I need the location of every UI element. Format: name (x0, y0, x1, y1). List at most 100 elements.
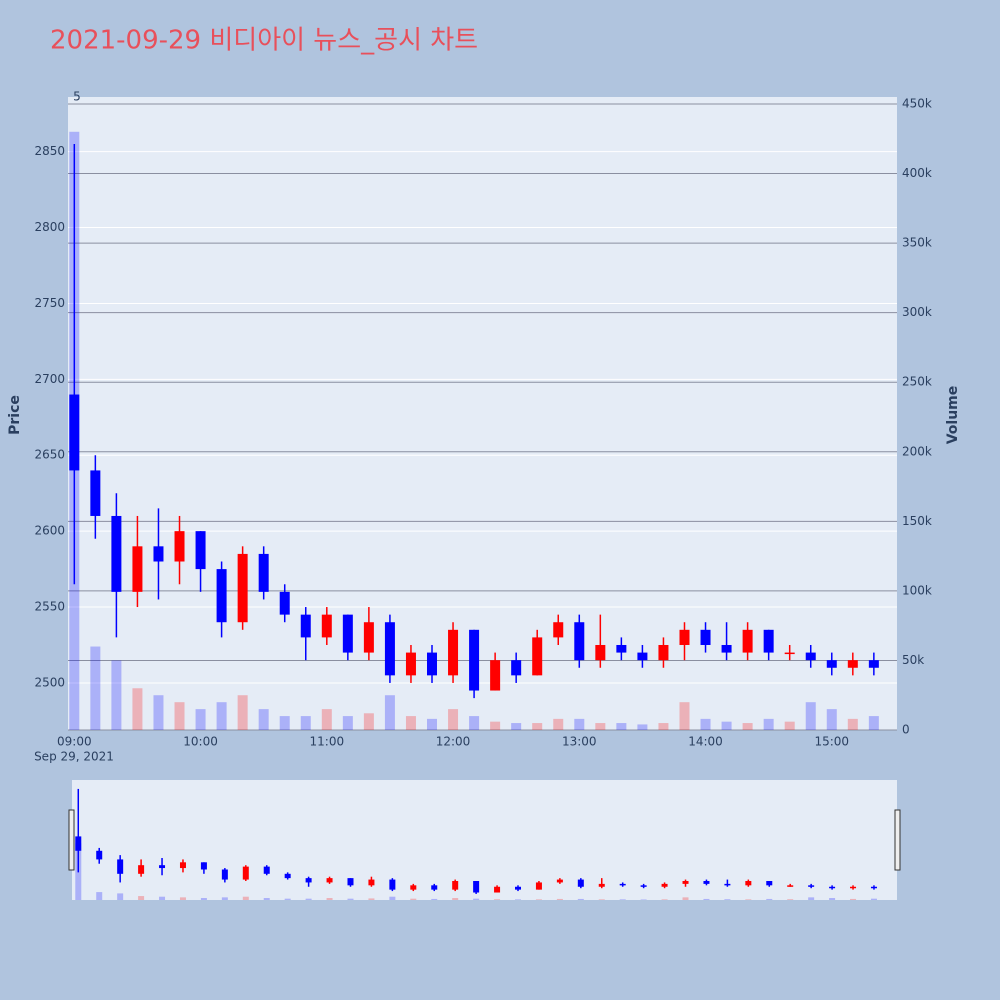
volume-bar (847, 718, 858, 730)
y2-tick-label: 0 (902, 723, 910, 737)
mini-volume-bar (347, 898, 354, 900)
candle-body (111, 515, 122, 592)
mini-candle-body (598, 883, 605, 887)
x-tick-label: 10:00 (183, 735, 218, 749)
mini-candle-body (263, 866, 270, 874)
volume-bar (784, 721, 795, 730)
x-tick-label: 09:00 (57, 735, 92, 749)
volume-bar (616, 723, 627, 730)
mini-candle-body (577, 879, 584, 887)
candle-body (153, 546, 164, 562)
mini-volume-bar (200, 898, 207, 900)
mini-candle-body (117, 859, 124, 874)
y2-tick-label: 300k (902, 305, 932, 319)
candle-body (847, 660, 858, 668)
candle-body (637, 652, 648, 661)
mini-volume-bar (682, 897, 689, 900)
mini-candle-body (766, 881, 773, 886)
volume-bar (721, 721, 732, 730)
y2-tick-label: 250k (902, 375, 932, 389)
mini-volume-bar (640, 899, 647, 900)
mini-volume-bar (368, 898, 375, 900)
mini-candle-body (808, 885, 815, 887)
mini-volume-bar (263, 898, 270, 900)
mini-volume-bar (850, 898, 857, 900)
mini-volume-bar (138, 896, 145, 900)
volume-bar (658, 723, 669, 730)
x-tick-label: 11:00 (310, 735, 345, 749)
mini-volume-bar (598, 899, 605, 900)
x-date-label: Sep 29, 2021 (34, 750, 114, 764)
mini-candle-body (347, 878, 354, 886)
range-handle (894, 809, 901, 871)
mini-volume-bar (431, 898, 438, 900)
mini-volume-bar (221, 897, 228, 900)
mini-volume-bar (661, 899, 668, 900)
candle-body (784, 652, 795, 655)
y-tick-label: 2800 (34, 220, 65, 234)
x-tick-label: 12:00 (436, 735, 471, 749)
candle-body (90, 470, 101, 516)
mini-candle-body (138, 865, 145, 874)
mini-candle-body (494, 886, 501, 893)
mini-candle-body (870, 886, 877, 889)
candle-body (132, 546, 143, 592)
volume-bar (700, 718, 711, 730)
mini-volume-bar (808, 897, 815, 900)
mini-candle-body (368, 879, 375, 886)
candle-body (826, 660, 837, 668)
volume-bar (763, 718, 774, 730)
mini-volume-bar (766, 898, 773, 900)
candle-body (763, 629, 774, 653)
candle-body (321, 614, 332, 638)
candle-body (300, 614, 311, 638)
volume-bar (279, 716, 290, 730)
mini-volume-bar (410, 898, 417, 900)
y2-tick-label: 150k (902, 514, 932, 528)
mini-candle-body (389, 879, 396, 890)
candle-body (258, 553, 269, 592)
mini-candle-body (787, 885, 794, 887)
mini-volume-bar (515, 899, 522, 900)
mini-volume-bar (787, 899, 794, 900)
volume-bar (384, 695, 395, 730)
volume-bar (90, 646, 101, 730)
y-tick-label: 2650 (34, 448, 65, 462)
volume-bar (637, 724, 648, 730)
mini-candle-body (305, 878, 312, 883)
mini-candle-body (850, 886, 857, 889)
candle-body (448, 629, 459, 676)
mini-candle-body (724, 883, 731, 886)
volume-bar (490, 721, 501, 730)
candle-body (532, 637, 543, 676)
volume-bar (153, 695, 164, 730)
volume-bar (805, 702, 816, 730)
candle-body (742, 629, 753, 653)
mini-candle-body (75, 836, 82, 851)
plot-area (68, 97, 897, 730)
volume-bar (405, 716, 416, 730)
candle-body (679, 629, 690, 645)
mini-candle-body (410, 885, 417, 890)
candle-body (595, 644, 606, 661)
mini-candle-body (221, 869, 228, 880)
mini-volume-bar (535, 899, 542, 900)
volume-bar (111, 660, 122, 730)
volume-bar (826, 709, 837, 730)
mini-candle-body (431, 885, 438, 890)
annotation: 5 (73, 90, 81, 104)
x-tick-label: 15:00 (814, 735, 849, 749)
x-tick-label: 13:00 (562, 735, 597, 749)
volume-bar (363, 713, 374, 730)
mini-candle-body (682, 881, 689, 884)
mini-volume-bar (494, 899, 501, 900)
mini-volume-bar (619, 899, 626, 900)
candle-body (195, 531, 206, 570)
volume-bar (469, 716, 480, 730)
candle-body (174, 531, 185, 562)
mini-candle-body (515, 886, 522, 890)
candle-body (805, 652, 816, 661)
mini-candle-body (242, 866, 249, 880)
candle-body (511, 660, 522, 676)
